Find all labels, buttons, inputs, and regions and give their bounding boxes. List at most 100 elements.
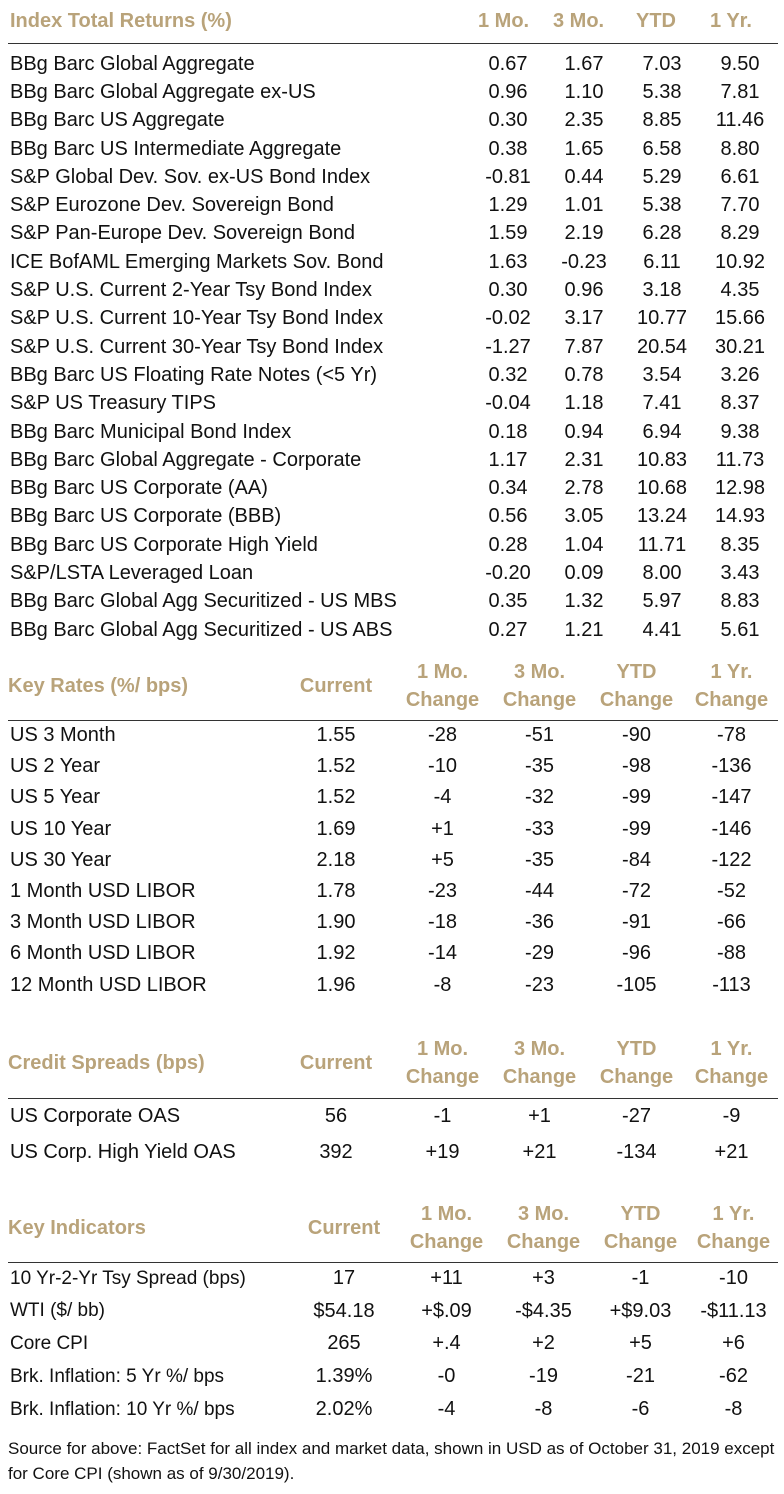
table-row: S&P/LSTA Leveraged Loan -0.20 0.09 8.00 3.43 <box>8 559 778 587</box>
row-value: -0.81 <box>485 165 531 188</box>
row-label: BBg Barc Global Agg Securitized - US ABS <box>10 618 393 641</box>
row-value: -0.20 <box>485 561 531 584</box>
table-row: BBg Barc Global Aggregate - Corporate 1.1… <box>8 446 778 474</box>
table-row: BBg Barc Global Agg Securitized - US ABS… <box>8 616 778 644</box>
row-value: -105 <box>616 973 657 996</box>
table-row: BBg Barc Global Agg Securitized - US MBS… <box>8 588 778 616</box>
row-label: BBg Barc Municipal Bond Index <box>10 420 292 443</box>
col-current: Current <box>307 1216 381 1239</box>
row-value: -44 <box>525 880 554 903</box>
row-value: -122 <box>711 848 752 871</box>
row-label: 12 Month USD LIBOR <box>10 973 207 996</box>
row-value: 1.78 <box>316 880 356 903</box>
table-row: 10 Yr-2-Yr Tsy Spread (bps) 17 +11 +3 -1 -10 <box>8 1262 778 1295</box>
row-value: -9 <box>722 1104 741 1127</box>
row-value: -19 <box>529 1365 558 1388</box>
table-row: Core CPI 265 +.4 +2 +5 +6 <box>8 1328 778 1361</box>
row-label: WTI ($/ bb) <box>10 1300 106 1322</box>
row-value: +6 <box>722 1332 745 1355</box>
row-value: 17 <box>332 1267 356 1290</box>
table-row: S&P Global Dev. Sov. ex-US Bond Index -0.… <box>8 163 778 191</box>
row-value: -35 <box>525 755 554 778</box>
row-value: -14 <box>428 942 457 965</box>
row-value: -91 <box>622 911 651 934</box>
row-value: 3.54 <box>642 363 682 386</box>
row-value: -$4.35 <box>515 1299 572 1322</box>
row-label: S&P U.S. Current 10-Year Tsy Bond Index <box>10 307 384 330</box>
row-label: S&P Eurozone Dev. Sovereign Bond <box>10 194 334 217</box>
row-value: 0.28 <box>488 533 528 556</box>
row-value: -1.27 <box>485 335 531 358</box>
row-value: -10 <box>428 755 457 778</box>
key-indicators-header: Key Indicators Current 1 Mo. Change 3 Mo.… <box>8 1194 778 1262</box>
row-value: 0.78 <box>564 363 604 386</box>
row-value: -4 <box>433 786 452 809</box>
row-value: -0.23 <box>561 250 607 273</box>
row-value: -$11.13 <box>700 1299 767 1322</box>
col-1yr: 1 Yr. <box>710 10 752 32</box>
table-row: US 3 Month 1.55 -28 -51 -90 -78 <box>8 720 778 751</box>
row-value: -27 <box>622 1104 651 1127</box>
row-value: 10.92 <box>714 250 766 273</box>
table-row: BBg Barc Global Aggregate 0.67 1.67 7.03 9.5… <box>8 50 778 78</box>
row-value: -10 <box>719 1267 748 1290</box>
source-note: Source for above: FactSet for all index … <box>8 1439 775 1483</box>
col-1yr-change: 1 Yr. Change <box>696 1202 771 1253</box>
row-value: 15.66 <box>714 307 766 330</box>
row-value: 5.97 <box>642 590 682 613</box>
row-value: 0.35 <box>488 590 528 613</box>
row-value: 3.26 <box>720 363 760 386</box>
row-value: 0.67 <box>488 52 528 75</box>
row-value: 2.18 <box>316 848 356 871</box>
table-row: S&P US Treasury TIPS -0.04 1.18 7.41 8.37 <box>8 390 778 418</box>
row-value: 1.01 <box>564 194 604 217</box>
row-value: 7.81 <box>720 80 760 103</box>
row-value: 0.96 <box>564 279 604 302</box>
row-value: -66 <box>717 911 746 934</box>
row-value: 8.29 <box>720 222 760 245</box>
row-value: -1 <box>433 1104 452 1127</box>
row-label: S&P US Treasury TIPS <box>10 392 217 415</box>
row-value: 0.96 <box>488 80 528 103</box>
row-value: 5.61 <box>720 618 760 641</box>
row-value: -8 <box>724 1398 743 1421</box>
row-value: 10.83 <box>636 448 688 471</box>
row-value: 1.69 <box>316 817 356 840</box>
table-row: 6 Month USD LIBOR 1.92 -14 -29 -96 -88 <box>8 938 778 969</box>
index-returns-title: Index Total Returns (%) <box>10 10 232 32</box>
table-row: US Corp. High Yield OAS 392 +19 +21 -134 +21 <box>8 1134 778 1170</box>
row-value: 1.18 <box>564 392 604 415</box>
row-value: -0.04 <box>485 392 531 415</box>
row-value: 1.10 <box>564 80 604 103</box>
row-label: BBg Barc US Corporate High Yield <box>10 533 318 556</box>
index-returns-header: Index Total Returns (%) 1 Mo. 3 Mo. YTD … <box>8 0 778 44</box>
credit-spreads-header: Credit Spreads (bps) Current 1 Mo. Change… <box>8 1028 778 1098</box>
col-1yr-change: 1 Yr. Change <box>694 1037 769 1088</box>
row-value: -99 <box>622 786 651 809</box>
row-label: S&P Global Dev. Sov. ex-US Bond Index <box>10 165 371 188</box>
row-value: 1.52 <box>316 786 356 809</box>
row-value: 11.46 <box>715 109 765 132</box>
row-value: 0.30 <box>488 279 528 302</box>
table-row: BBg Barc US Corporate (AA) 0.34 2.78 10.68 1… <box>8 474 778 502</box>
row-value: 1.17 <box>488 448 528 471</box>
row-label: US 30 Year <box>10 848 112 871</box>
table-row: 3 Month USD LIBOR 1.90 -18 -36 -91 -66 <box>8 907 778 938</box>
row-value: -33 <box>525 817 554 840</box>
row-value: 6.28 <box>642 222 682 245</box>
row-value: 1.90 <box>316 911 356 934</box>
row-value: 10.77 <box>636 307 688 330</box>
row-value: -29 <box>525 942 554 965</box>
row-value: -96 <box>622 942 651 965</box>
row-value: -62 <box>719 1365 748 1388</box>
row-label: BBg Barc US Corporate (BBB) <box>10 505 282 528</box>
row-value: 7.70 <box>720 194 760 217</box>
row-value: -21 <box>626 1365 655 1388</box>
row-value: +21 <box>522 1140 557 1163</box>
col-ytd-change: YTD Change <box>599 660 674 711</box>
row-value: 7.03 <box>642 52 682 75</box>
col-1mo-change: 1 Mo. Change <box>409 1202 484 1253</box>
table-row: Brk. Inflation: 5 Yr %/ bps 1.39% -0 -19 -21… <box>8 1360 778 1393</box>
row-value: -99 <box>622 817 651 840</box>
row-value: 1.55 <box>316 724 356 747</box>
